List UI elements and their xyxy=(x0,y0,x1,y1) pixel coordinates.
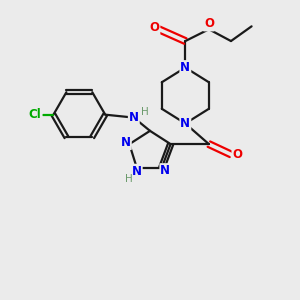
Text: N: N xyxy=(129,111,139,124)
Text: H: H xyxy=(124,174,132,184)
Text: Cl: Cl xyxy=(29,108,41,121)
Text: O: O xyxy=(149,21,159,34)
Text: O: O xyxy=(204,17,214,31)
Text: N: N xyxy=(160,164,170,177)
Text: N: N xyxy=(121,136,131,149)
Text: N: N xyxy=(180,117,190,130)
Text: N: N xyxy=(180,61,190,74)
Text: N: N xyxy=(132,165,142,178)
Text: O: O xyxy=(232,148,242,161)
Text: H: H xyxy=(141,107,149,117)
